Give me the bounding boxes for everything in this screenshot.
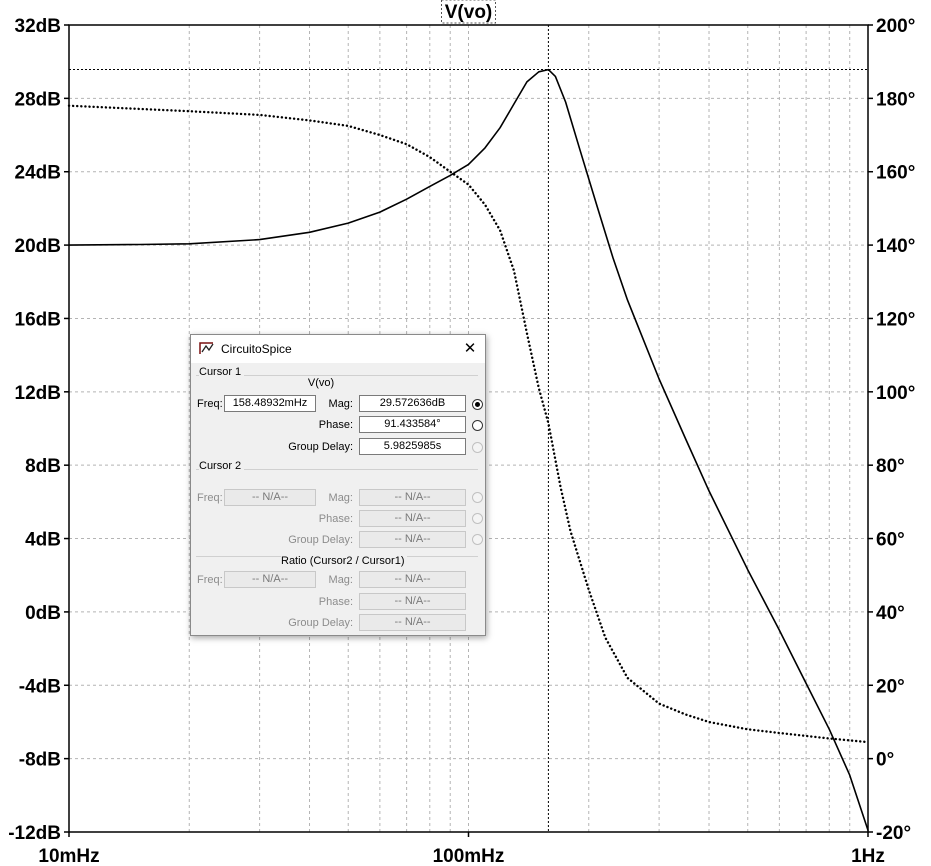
y-left-tick-label: 8dB — [25, 456, 61, 477]
cursor2-freq-field[interactable]: -- N/A-- — [224, 489, 316, 506]
cursor1-group-divider — [196, 375, 478, 376]
y-right-tick-label: 180° — [876, 89, 915, 110]
cursor1-mag-radio[interactable] — [472, 399, 483, 410]
y-left-tick-label: 4dB — [25, 530, 61, 551]
y-right-tick-label: 160° — [876, 163, 915, 184]
y-right-tick-label: 20° — [876, 676, 905, 697]
cursor1-phase-label: Phase: — [318, 419, 353, 431]
cursor1-group-delay-field[interactable]: 5.9825985s — [359, 438, 466, 455]
close-icon[interactable]: ✕ — [463, 340, 477, 357]
phase-series-line — [67, 104, 870, 744]
cursor2-phase-field[interactable]: -- N/A-- — [359, 510, 466, 527]
y-right-tick-label: 100° — [876, 383, 915, 404]
cursor2-mag-radio[interactable] — [472, 492, 483, 503]
ratio-mag-label: Mag: — [328, 574, 353, 586]
y-left-tick-label: 12dB — [15, 383, 61, 404]
cursor1-freq-field[interactable]: 158.48932mHz — [224, 395, 316, 412]
x-tick-label: 1Hz — [851, 846, 885, 866]
ratio-freq-field[interactable]: -- N/A-- — [224, 571, 316, 588]
cursor2-group-delay-label: Group Delay: — [288, 534, 353, 546]
cursor1-mag-field[interactable]: 29.572636dB — [359, 395, 466, 412]
chart-title: V(vo) — [445, 2, 493, 23]
ratio-group-delay-field[interactable]: -- N/A-- — [359, 614, 466, 631]
x-tick-label: 100mHz — [433, 846, 505, 866]
ratio-phase-label: Phase: — [318, 596, 353, 608]
cursor1-phase-radio[interactable] — [472, 420, 483, 431]
y-left-tick-label: -4dB — [19, 676, 61, 697]
y-left-tick-label: 28dB — [15, 89, 61, 110]
y-right-tick-label: -20° — [876, 823, 911, 844]
cursor1-phase-field[interactable]: 91.433584° — [359, 416, 466, 433]
y-left-tick-label: 24dB — [15, 163, 61, 184]
magnitude-series-line — [68, 68, 869, 832]
cursor2-group-delay-field[interactable]: -- N/A-- — [359, 531, 466, 548]
y-left-tick-label: -12dB — [8, 823, 61, 844]
y-right-tick-label: 80° — [876, 456, 905, 477]
ratio-phase-field[interactable]: -- N/A-- — [359, 593, 466, 610]
cursor2-freq-label: Freq: — [197, 492, 223, 504]
app-logo-icon — [199, 342, 214, 354]
y-right-tick-label: 0° — [876, 750, 894, 771]
y-right-tick-label: 40° — [876, 603, 905, 624]
y-right-tick-label: 60° — [876, 530, 905, 551]
y-left-tick-label: 0dB — [25, 603, 61, 624]
cursor2-phase-radio[interactable] — [472, 513, 483, 524]
cursor-dialog[interactable]: CircuitoSpice ✕ Cursor 1 V(vo) Freq: 158… — [190, 334, 486, 636]
cursor1-group-label: Cursor 1 — [199, 366, 245, 378]
cursor2-group-label: Cursor 2 — [199, 460, 245, 472]
cursor1-trace-name: V(vo) — [307, 377, 335, 389]
cursor1-mag-label: Mag: — [328, 398, 353, 410]
ratio-mag-field[interactable]: -- N/A-- — [359, 571, 466, 588]
ratio-freq-label: Freq: — [197, 574, 223, 586]
y-right-tick-label: 120° — [876, 309, 915, 330]
y-left-tick-label: -8dB — [19, 750, 61, 771]
ratio-group-label: Ratio (Cursor2 / Cursor1) — [281, 555, 408, 567]
x-tick-label: 10mHz — [38, 846, 99, 866]
cursor2-group-delay-radio[interactable] — [472, 534, 483, 545]
cursor2-mag-label: Mag: — [328, 492, 353, 504]
ratio-group-delay-label: Group Delay: — [288, 617, 353, 629]
cursor1-group-delay-radio[interactable] — [472, 442, 483, 453]
y-right-tick-label: 140° — [876, 236, 915, 257]
cursor2-phase-label: Phase: — [318, 513, 353, 525]
cursor2-group-divider — [196, 469, 478, 470]
y-left-tick-label: 20dB — [15, 236, 61, 257]
cursor2-mag-field[interactable]: -- N/A-- — [359, 489, 466, 506]
cursor1-freq-label: Freq: — [197, 398, 223, 410]
cursor1-group-delay-label: Group Delay: — [288, 441, 353, 453]
y-right-tick-label: 200° — [876, 16, 915, 37]
dialog-title: CircuitoSpice — [221, 342, 292, 356]
y-left-tick-label: 16dB — [15, 309, 61, 330]
dialog-titlebar[interactable]: CircuitoSpice ✕ — [191, 335, 485, 363]
y-left-tick-label: 32dB — [15, 16, 61, 37]
title-box — [441, 0, 496, 24]
